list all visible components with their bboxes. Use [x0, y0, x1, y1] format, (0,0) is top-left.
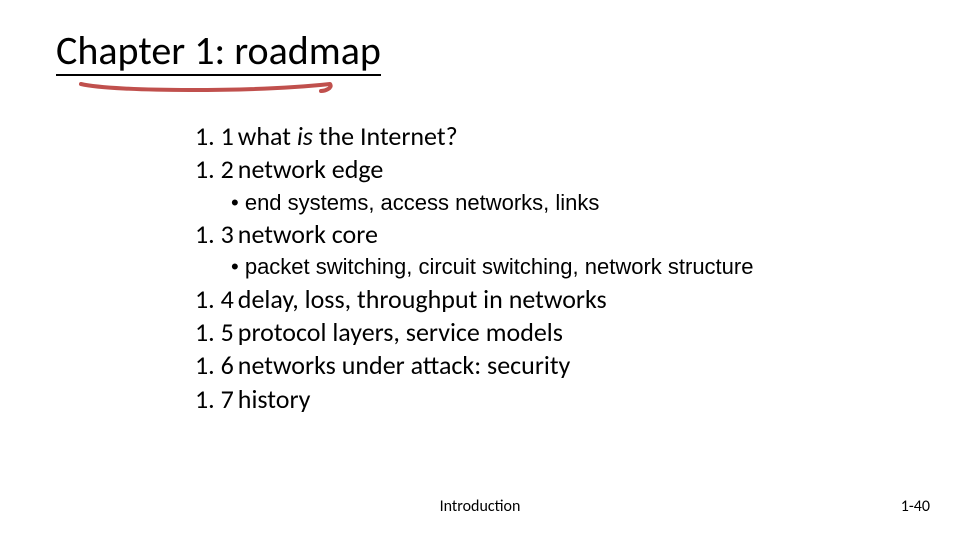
item-text: history — [238, 383, 311, 415]
outline-subitem: end systems, access networks, links — [231, 189, 815, 217]
item-text: networks under attack: security — [238, 349, 571, 381]
footer-center: Introduction — [0, 497, 960, 516]
outline-item-1-4: 1. 4delay, loss, throughput in networks — [195, 283, 815, 316]
item-text: network core — [238, 218, 378, 250]
item-text: network edge — [238, 153, 384, 185]
item-text: delay, loss, throughput in networks — [238, 283, 607, 315]
item-number: 1. 2 — [195, 153, 234, 185]
item-number: 1. 1 — [195, 120, 234, 152]
item-text-prefix: what — [238, 120, 297, 152]
underline-annotation — [75, 78, 355, 104]
outline-subitem: packet switching, circuit switching, net… — [231, 253, 815, 281]
outline-item-1-5: 1. 5protocol layers, service models — [195, 316, 815, 349]
outline-item-1-7: 1. 7history — [195, 383, 815, 416]
slide: Chapter 1: roadmap 1. 1what is the Inter… — [0, 0, 960, 540]
outline-item-1-3: 1. 3network core — [195, 218, 815, 251]
item-number: 1. 7 — [195, 383, 234, 415]
footer-page-number: 1-40 — [901, 497, 930, 516]
item-text-suffix: the Internet? — [313, 120, 458, 152]
content-block: 1. 1what is the Internet? 1. 2network ed… — [195, 120, 815, 416]
item-number: 1. 6 — [195, 349, 234, 381]
outline-item-1-1: 1. 1what is the Internet? — [195, 120, 815, 153]
outline-item-1-6: 1. 6networks under attack: security — [195, 349, 815, 382]
item-number: 1. 5 — [195, 316, 234, 348]
item-text-italic: is — [297, 120, 313, 152]
item-text: protocol layers, service models — [238, 316, 563, 348]
outline-item-1-2: 1. 2network edge — [195, 153, 815, 186]
slide-title: Chapter 1: roadmap — [56, 30, 381, 76]
item-number: 1. 3 — [195, 218, 234, 250]
item-number: 1. 4 — [195, 283, 234, 315]
